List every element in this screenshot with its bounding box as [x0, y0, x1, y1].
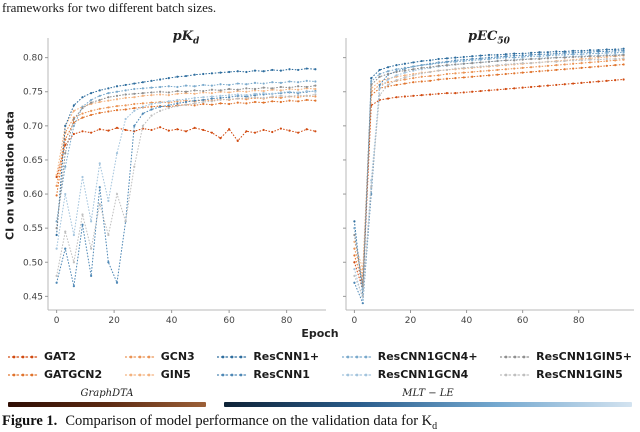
legend-label: GAT2 — [44, 350, 76, 363]
legend-line-sample — [217, 373, 248, 376]
chart-title-pkd-sub: d — [193, 36, 200, 47]
svg-text:0.65: 0.65 — [23, 156, 43, 166]
legend-entry-GATGCN2: GATGCN2 — [8, 367, 102, 382]
series-ResCNN1GCN4 — [55, 89, 317, 250]
legend-line-sample — [341, 373, 372, 376]
legend-column: GAT2 GATGCN2 — [8, 349, 102, 382]
svg-text:40: 40 — [461, 316, 473, 326]
legend-entry-ResCNN1GCN4+: ResCNN1GCN4+ — [341, 349, 478, 364]
series-ResCNN1GIN5+ — [55, 84, 317, 230]
svg-text:40: 40 — [166, 316, 178, 326]
series-GIN5 — [353, 54, 625, 271]
svg-text:0.75: 0.75 — [23, 88, 43, 98]
chart-title-pkd-main: pK — [172, 29, 194, 44]
x-axis-label: Epoch — [301, 327, 339, 340]
series-ResCNN1GIN5 — [55, 93, 317, 277]
legend-entry-GIN5: GIN5 — [124, 367, 195, 382]
legend-line-sample — [500, 373, 531, 376]
svg-text:0.70: 0.70 — [23, 122, 43, 132]
series-ResCNN1 — [353, 49, 625, 305]
pkd-chart: 0 20 40 60 80 0.45 0.50 0.55 0.60 0.65 0.70 0.75 0.8… — [23, 38, 326, 326]
series-GATGCN2 — [55, 98, 317, 197]
series-GCN3 — [55, 94, 317, 187]
group-label-graphdta: GraphDTA — [80, 388, 134, 399]
chart-title-pec50-sub: 50 — [497, 36, 510, 47]
series-GATGCN2 — [353, 63, 625, 284]
legend-label: ResCNN1GIN5+ — [536, 350, 632, 363]
figure-caption: Figure 1. Comparison of model performance… — [2, 413, 638, 432]
svg-text:0.45: 0.45 — [23, 292, 43, 302]
series-ResCNN1+ — [55, 67, 317, 237]
legend-entry-ResCNN1GCN4: ResCNN1GCN4 — [341, 367, 478, 382]
series-ResCNN1+ — [353, 47, 625, 298]
series-ResCNN1GIN5+ — [353, 53, 625, 288]
legend: GAT2 GATGCN2 GCN3 GIN5 ResCNN1+ ResCNN1 ResCNN… — [8, 349, 632, 382]
svg-text:60: 60 — [517, 316, 529, 326]
svg-text:0.80: 0.80 — [23, 54, 43, 64]
legend-entry-ResCNN1GIN5: ResCNN1GIN5 — [500, 367, 632, 382]
legend-line-sample — [217, 355, 248, 358]
group-label-mlt-le: MLT − LE — [402, 388, 454, 399]
svg-text:20: 20 — [108, 316, 120, 326]
legend-line-sample — [8, 355, 38, 358]
series-ResCNN1GCN4+ — [353, 51, 625, 291]
chart-title-pec50-main: pEC — [468, 29, 498, 44]
chart-title-pec50: pEC50 — [468, 29, 510, 47]
legend-line-sample — [341, 355, 372, 358]
legend-label: ResCNN1 — [253, 368, 310, 381]
group-bar-graphdta — [8, 402, 206, 407]
legend-line-sample — [124, 355, 155, 358]
group-bar-mlt-le — [224, 402, 632, 407]
legend-column: ResCNN1GIN5+ ResCNN1GIN5 — [500, 349, 632, 382]
y-axis-label: CI on validation data — [3, 111, 17, 240]
legend-entry-GAT2: GAT2 — [8, 349, 102, 364]
svg-text:0: 0 — [352, 316, 358, 326]
svg-text:20: 20 — [405, 316, 417, 326]
legend-line-sample — [8, 373, 38, 376]
legend-entry-GCN3: GCN3 — [124, 349, 195, 364]
legend-line-sample — [500, 355, 531, 358]
legend-line-sample — [124, 373, 155, 376]
svg-text:0.60: 0.60 — [23, 190, 43, 200]
pec50-chart: 0 20 40 60 80 — [343, 38, 634, 326]
series-ResCNN1GIN5 — [353, 57, 625, 298]
page-body-text: frameworks for two different batch sizes… — [2, 0, 217, 15]
legend-entry-ResCNN1: ResCNN1 — [217, 367, 319, 382]
figure-caption-label: Figure 1. — [2, 413, 58, 429]
legend-entry-ResCNN1+: ResCNN1+ — [217, 349, 319, 364]
series-GAT2 — [55, 126, 317, 179]
legend-column: GCN3 GIN5 — [124, 349, 195, 382]
legend-label: ResCNN1GCN4+ — [377, 350, 478, 363]
svg-text:80: 80 — [281, 316, 293, 326]
legend-label: GCN3 — [160, 350, 195, 363]
svg-text:60: 60 — [223, 316, 235, 326]
series-GCN3 — [353, 58, 625, 277]
legend-label: GIN5 — [160, 368, 191, 381]
series-ResCNN1GCN4+ — [55, 79, 317, 223]
legend-column: ResCNN1+ ResCNN1 — [217, 349, 319, 382]
series-GAT2 — [353, 78, 625, 291]
series-ResCNN1 — [55, 89, 317, 288]
figure-caption-text: Comparison of model performance on the v… — [65, 413, 433, 429]
legend-label: ResCNN1GCN4 — [377, 368, 469, 381]
legend-entry-ResCNN1GIN5+: ResCNN1GIN5+ — [500, 349, 632, 364]
figure-caption-sub: d — [432, 420, 438, 432]
svg-text:80: 80 — [573, 316, 585, 326]
chart-title-pkd: pKd — [173, 29, 200, 47]
svg-text:0.55: 0.55 — [23, 224, 43, 234]
svg-text:0.50: 0.50 — [23, 258, 43, 268]
legend-column: ResCNN1GCN4+ ResCNN1GCN4 — [341, 349, 478, 382]
legend-label: GATGCN2 — [44, 368, 103, 381]
svg-text:0: 0 — [54, 316, 60, 326]
legend-label: ResCNN1+ — [253, 350, 320, 363]
legend-label: ResCNN1GIN5 — [536, 368, 623, 381]
